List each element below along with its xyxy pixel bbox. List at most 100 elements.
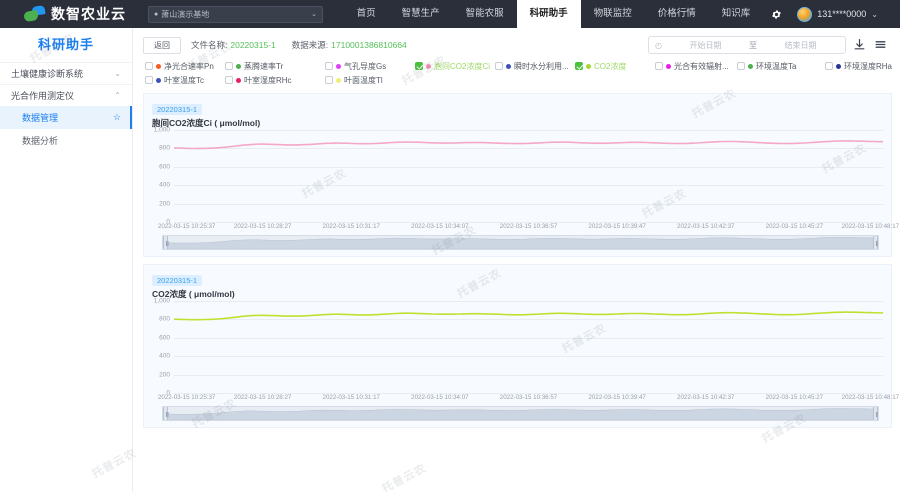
nav-item-smart-service[interactable]: 智能农服 (465, 8, 504, 19)
datazoom-handle-left[interactable] (163, 407, 168, 420)
brand-name: 数智农业云 (51, 6, 126, 22)
legend-item-label: 环境湿度RHa (844, 61, 893, 71)
date-range-picker[interactable]: ◴ 开始日期 至 结束日期 (648, 36, 846, 54)
checkbox-icon[interactable] (325, 62, 333, 70)
legend-item-r1-4[interactable]: 瞬时水分利用... (495, 61, 569, 72)
sidebar-item-label: 数据分析 (22, 136, 59, 146)
checkbox-checked-icon[interactable] (575, 62, 583, 70)
chart-panel-1: 20220315-1 CO2浓度 ( μmol/mol) 0 200 400 600 800… (143, 264, 899, 428)
chart-x-tick-label: 2022-03-15 10:39:47 (588, 223, 646, 230)
gear-icon[interactable] (763, 0, 789, 28)
series-color-dot (336, 63, 341, 69)
data-source-value: 1710001386810664 (331, 40, 407, 50)
legend-item-r1-1[interactable]: 蒸腾速率Tr (225, 61, 283, 72)
chevron-down-icon: ⌄ (114, 69, 121, 78)
star-icon[interactable]: ☆ (112, 112, 121, 122)
checkbox-icon[interactable] (825, 62, 833, 70)
legend-row-1: 净光合速率Pn 蒸腾速率Tr 气孔导度Gs 胞间CO2浓度Ci 瞬时水分利用... CO2… (145, 59, 892, 73)
datazoom-handle-left[interactable] (163, 236, 168, 249)
chart-gridline (174, 374, 883, 376)
series-legend: 净光合速率Pn 蒸腾速率Tr 气孔导度Gs 胞间CO2浓度Ci 瞬时水分利用... CO2… (139, 56, 894, 91)
sidebar-group-label: 光合作用测定仪 (11, 91, 75, 101)
datazoom-handle-right[interactable] (873, 236, 878, 249)
legend-item-r2-0[interactable]: 叶室温度Tc (145, 75, 204, 86)
checkbox-icon[interactable] (325, 76, 333, 84)
site-selector[interactable]: ● 萧山演示基地 ⌄ (148, 5, 323, 23)
list-icon[interactable] (874, 38, 888, 52)
checkbox-icon[interactable] (225, 76, 233, 84)
brand-logo[interactable]: 数智农业云 (0, 4, 126, 24)
nav-item-smart-production[interactable]: 智慧生产 (401, 8, 440, 19)
checkbox-icon[interactable] (225, 62, 233, 70)
end-date-input[interactable]: 结束日期 (784, 40, 817, 50)
user-name: 131****0000 (817, 9, 867, 19)
nav-item-iot-monitoring[interactable]: 物联监控 (593, 8, 632, 19)
legend-item-r1-0[interactable]: 净光合速率Pn (145, 61, 214, 72)
sidebar-item-data-analysis[interactable]: 数据分析 (0, 129, 132, 152)
chart-gridline (174, 356, 883, 358)
series-color-dot (748, 63, 753, 69)
content-toolbar: 返回 文件名称: 20220315-1 数据来源: 17100013868106… (139, 34, 894, 56)
chart-y-tick-label: 400 (159, 181, 170, 189)
chart-x-tick-label: 2022-03-15 10:25:37 (157, 223, 216, 230)
main-nav: 首页 智慧生产 智能农服 科研助手 物联监控 价格行情 知识库 131****0… (344, 0, 900, 28)
sidebar-group-soil-health[interactable]: 土壤健康诊断系统 ⌄ (0, 62, 132, 84)
chart-x-tick-label: 2022-03-15 10:31:17 (322, 223, 380, 230)
toolbar-right: ◴ 开始日期 至 结束日期 (648, 36, 888, 54)
sidebar: 科研助手 土壤健康诊断系统 ⌄ 光合作用测定仪 ⌃ 数据管理 ☆ 数据分析 (0, 28, 133, 492)
chart-x-tick-label: 2022-03-15 10:42:37 (677, 223, 735, 230)
datazoom-handle-right[interactable] (873, 407, 878, 420)
legend-item-r1-3[interactable]: 胞间CO2浓度Ci (415, 61, 490, 72)
download-icon[interactable] (853, 38, 867, 52)
datazoom-preview (163, 408, 878, 420)
chart-plot-area[interactable]: 0 200 400 600 800 1,000 (154, 127, 883, 226)
chart-datazoom-slider[interactable] (162, 406, 879, 421)
chart-x-tick-label: 2022-03-15 10:48:17 (841, 223, 900, 230)
legend-item-r1-5[interactable]: CO2浓度 (575, 61, 626, 72)
checkbox-icon[interactable] (655, 62, 663, 70)
legend-item-label: 叶室温度Tc (164, 75, 204, 85)
series-color-dot (586, 63, 591, 69)
chart-x-tick-label: 2022-03-15 10:28:27 (233, 394, 292, 401)
legend-item-r2-2[interactable]: 叶面温度Tl (325, 75, 383, 86)
chart-x-axis: 2022-03-15 10:25:37 2022-03-15 10:28:27 20… (158, 393, 899, 405)
chart-panel-0: 20220315-1 胞间CO2浓度Ci ( μmol/mol) 0 200 400 60… (143, 93, 899, 257)
chart-panels: 20220315-1 胞间CO2浓度Ci ( μmol/mol) 0 200 400 60… (139, 91, 899, 428)
legend-item-r1-6[interactable]: 光合有效辐射... (655, 61, 729, 72)
start-date-input[interactable]: 开始日期 (689, 40, 722, 50)
checkbox-icon[interactable] (737, 62, 745, 70)
chart-y-tick-label: 400 (159, 352, 170, 360)
sidebar-item-data-management[interactable]: 数据管理 ☆ (0, 106, 132, 129)
nav-item-price-market[interactable]: 价格行情 (657, 8, 696, 19)
chart-x-tick-label: 2022-03-15 10:45:27 (765, 394, 824, 401)
legend-row-2: 叶室温度Tc 叶室湿度RHc 叶面温度Tl (145, 73, 890, 87)
chart-y-tick-label: 1,000 (153, 297, 170, 305)
checkbox-icon[interactable] (145, 62, 153, 70)
chart-x-tick-label: 2022-03-15 10:34:07 (411, 223, 469, 230)
sidebar-group-photosynthesis[interactable]: 光合作用测定仪 ⌃ (0, 84, 132, 106)
checkbox-checked-icon[interactable] (415, 62, 423, 70)
legend-item-r1-7[interactable]: 环境温度Ta (737, 61, 796, 72)
series-color-dot (156, 77, 161, 83)
chart-x-tick-label: 2022-03-15 10:42:37 (677, 394, 735, 401)
checkbox-icon[interactable] (495, 62, 503, 70)
avatar (797, 6, 813, 22)
chart-title: 胞间CO2浓度Ci ( μmol/mol) (152, 118, 261, 128)
chart-datazoom-slider[interactable] (162, 235, 879, 250)
legend-item-r1-2[interactable]: 气孔导度Gs (325, 61, 386, 72)
checkbox-icon[interactable] (145, 76, 153, 84)
legend-item-r2-1[interactable]: 叶室湿度RHc (225, 75, 292, 86)
nav-item-home[interactable]: 首页 (356, 8, 376, 19)
chart-file-tag: 20220315-1 (152, 104, 203, 115)
file-name-label: 文件名称: (191, 40, 228, 50)
nav-item-research-assistant[interactable]: 科研助手 (516, 0, 581, 28)
nav-item-knowledge-base[interactable]: 知识库 (721, 8, 751, 19)
chart-gridline (174, 222, 883, 223)
user-menu[interactable]: 131****0000 ⌄ (789, 6, 900, 22)
chart-plot-area[interactable]: 0 200 400 600 800 1,000 (154, 298, 883, 397)
legend-item-label: CO2浓度 (594, 61, 627, 71)
series-color-dot (836, 63, 841, 69)
back-button[interactable]: 返回 (143, 36, 181, 54)
legend-item-r1-8[interactable]: 环境湿度RHa (825, 61, 892, 72)
